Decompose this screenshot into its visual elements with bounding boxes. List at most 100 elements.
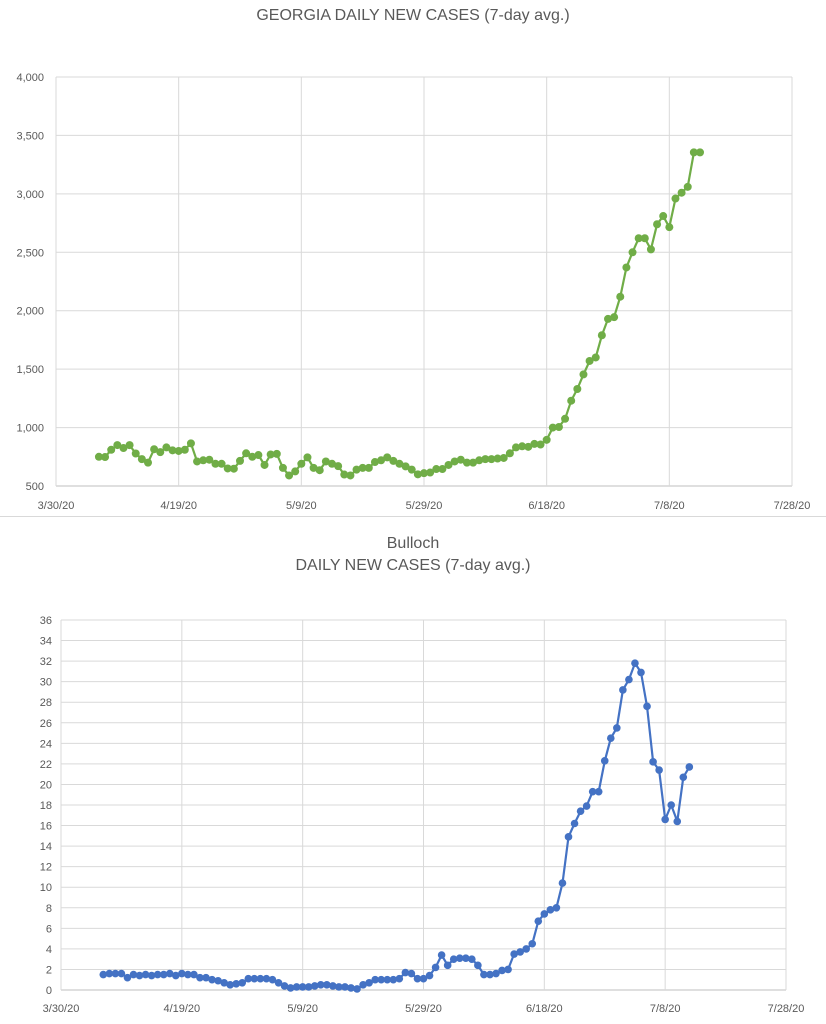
georgia-data-point [193, 457, 202, 466]
georgia-data-point [401, 462, 410, 471]
bulloch-data-point [486, 970, 494, 979]
georgia-data-point [229, 464, 238, 473]
georgia-data-point [493, 454, 502, 463]
bulloch-data-point [455, 954, 464, 962]
bulloch-data-point [220, 979, 228, 987]
bulloch-data-point [371, 975, 379, 984]
georgia-data-point [444, 460, 453, 469]
bulloch-data-point [232, 980, 241, 988]
bulloch-data-point [625, 675, 633, 684]
bulloch-chart-plot: 0246810121416182022242628303234363/30/20… [40, 615, 805, 1015]
bulloch-data-point [431, 963, 440, 972]
georgia-data-point [420, 469, 428, 478]
georgia-data-point [462, 458, 471, 467]
bulloch-data-point [673, 817, 682, 826]
georgia-data-point [413, 470, 422, 479]
georgia-data-point [438, 465, 447, 474]
bulloch-data-point [576, 807, 585, 815]
bulloch-data-point [202, 973, 210, 982]
bulloch-data-point [250, 974, 259, 983]
bulloch-data-point [310, 982, 319, 990]
georgia-data-point [456, 455, 465, 464]
bulloch-data-point [389, 975, 398, 984]
georgia-data-point [530, 439, 539, 448]
bulloch-data-point [377, 975, 386, 984]
georgia-data-point [469, 458, 478, 467]
georgia-data-point [297, 459, 306, 468]
bulloch-data-point [117, 969, 126, 978]
bulloch-data-point [522, 945, 531, 953]
x-tick-label: 6/18/20 [528, 500, 565, 512]
bulloch-data-point [365, 979, 373, 987]
georgia-chart-plot: 500 1,000 1,500 2,000 2,500 3,000 3,500 4,000 3/… [16, 72, 811, 512]
bulloch-data-point [141, 970, 150, 979]
bulloch-data-point [534, 917, 543, 925]
x-tick-label: 7/28/20 [774, 500, 811, 512]
bulloch-chart-title: Bulloch [386, 535, 440, 552]
bulloch-data-point [564, 833, 573, 841]
georgia-data-point [364, 463, 373, 472]
y-tick-label: 4 [46, 944, 52, 956]
georgia-data-point [640, 234, 649, 243]
bulloch-data-point [606, 734, 615, 742]
georgia-data-point [340, 470, 349, 479]
bulloch-data-point [631, 659, 639, 667]
georgia-data-point [94, 452, 103, 461]
bulloch-data-point [256, 974, 265, 983]
georgia-data-point [352, 465, 361, 474]
bulloch-data-point [498, 966, 506, 975]
x-tick-label: 4/19/20 [163, 1003, 200, 1015]
georgia-data-point [119, 444, 128, 453]
bulloch-data-point [359, 981, 367, 989]
bulloch-data-point [649, 758, 657, 766]
georgia-data-point [180, 445, 189, 454]
georgia-data-point [291, 467, 300, 476]
georgia-data-point [683, 182, 692, 191]
georgia-data-point [205, 455, 214, 464]
georgia-data-point [254, 451, 263, 460]
bulloch-data-point [214, 976, 222, 985]
bulloch-data-point [619, 686, 627, 694]
georgia-data-point [199, 456, 208, 465]
georgia-data-point [665, 223, 674, 232]
georgia-data-point [628, 248, 637, 257]
georgia-data-point [696, 148, 704, 157]
y-tick-label: 16 [40, 821, 52, 833]
bulloch-series-line [103, 662, 691, 991]
bulloch-data-point [600, 757, 609, 765]
bulloch-data-point [643, 702, 651, 711]
bulloch-data-point [516, 948, 524, 956]
georgia-data-point [450, 457, 459, 466]
georgia-chart-title: GEORGIA DAILY NEW CASES (7-day avg.) [256, 7, 570, 24]
bulloch-data-point [159, 970, 168, 979]
bulloch-data-point [208, 975, 216, 984]
y-tick-label: 36 [40, 615, 52, 627]
georgia-data-point [653, 220, 662, 229]
bulloch-data-point [262, 974, 271, 983]
georgia-data-point [144, 458, 152, 467]
georgia-data-point [597, 331, 606, 340]
y-tick-label: 32 [40, 656, 52, 668]
y-tick-label: 22 [40, 759, 52, 771]
y-tick-label: 20 [40, 779, 52, 791]
georgia-data-point [131, 449, 140, 458]
y-tick-label: 8 [46, 903, 52, 915]
y-tick-label: 2,500 [16, 247, 44, 259]
georgia-data-point [395, 459, 404, 468]
x-tick-label: 7/8/20 [650, 1003, 681, 1015]
y-tick-label: 14 [40, 841, 52, 853]
bulloch-data-point [570, 819, 579, 828]
georgia-data-point [481, 455, 490, 464]
georgia-data-point [487, 455, 496, 464]
bulloch-data-point [588, 787, 597, 796]
x-tick-label: 5/9/20 [287, 1003, 318, 1015]
bulloch-data-point [528, 939, 537, 948]
georgia-data-point [107, 445, 116, 454]
bulloch-data-point [292, 983, 301, 991]
georgia-data-point [389, 456, 398, 465]
bulloch-data-point [425, 971, 434, 980]
georgia-data-point [518, 442, 527, 451]
bulloch-data-point [413, 974, 422, 983]
bulloch-data-point [504, 965, 512, 974]
